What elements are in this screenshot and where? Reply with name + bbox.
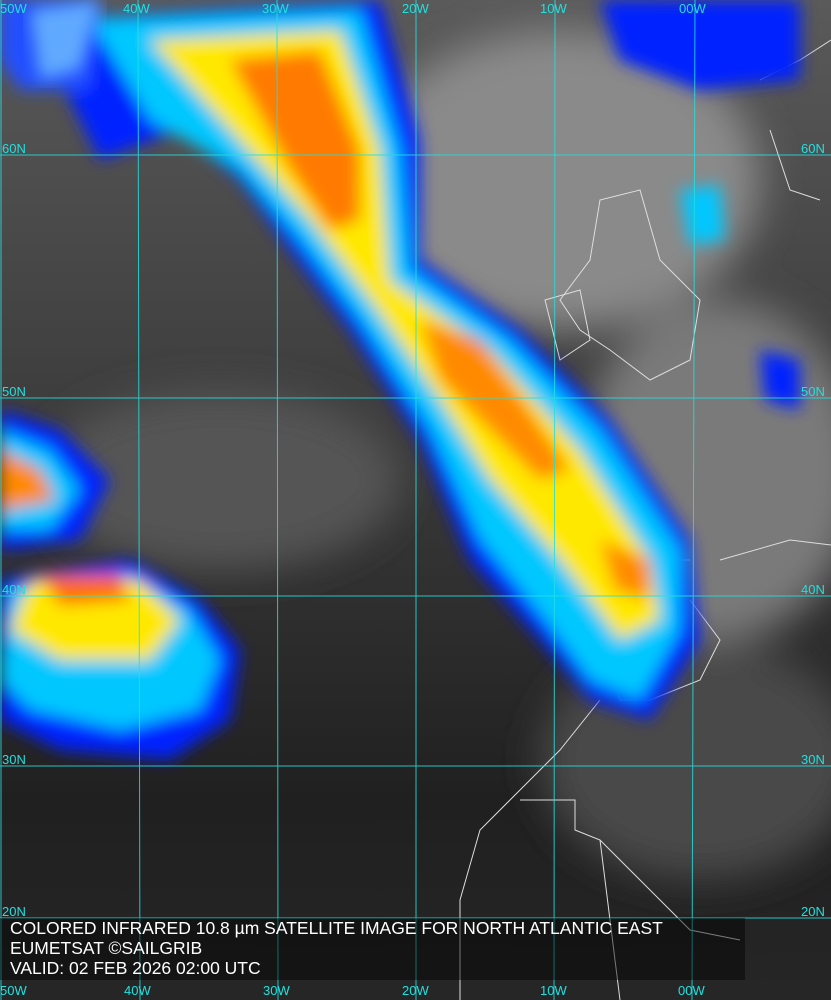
lon-label-50w-bottom: 50W [0, 983, 27, 998]
lat-label-60n-right: 60N [801, 141, 825, 156]
lon-label-50w: 50W [0, 1, 27, 16]
lon-label-30w: 30W [262, 1, 289, 16]
caption-title: COLORED INFRARED 10.8 µm SATELLITE IMAGE… [10, 918, 663, 938]
caption-valid-time: VALID: 02 FEB 2026 02:00 UTC [10, 958, 261, 978]
lon-label-00w: 00W [679, 1, 706, 16]
lat-label-50n-right: 50N [801, 384, 825, 399]
lon-label-00w-bottom: 00W [678, 983, 705, 998]
lat-label-20n: 20N [2, 904, 26, 919]
lon-label-10w-bottom: 10W [540, 983, 567, 998]
lon-label-10w: 10W [540, 1, 567, 16]
caption-box [0, 918, 745, 980]
lat-label-40n-right: 40N [801, 582, 825, 597]
lat-label-40n: 40N [2, 582, 26, 597]
lon-label-20w-bottom: 20W [402, 983, 429, 998]
lat-label-60n: 60N [2, 141, 26, 156]
lat-label-30n-right: 30N [801, 752, 825, 767]
lat-label-20n-right: 20N [801, 904, 825, 919]
lon-label-40w: 40W [123, 1, 150, 16]
lat-label-30n: 30N [2, 752, 26, 767]
lon-label-40w-bottom: 40W [124, 983, 151, 998]
lon-label-20w: 20W [402, 1, 429, 16]
caption-credit: EUMETSAT ©SAILGRIB [10, 938, 203, 958]
lat-label-50n: 50N [2, 384, 26, 399]
lon-label-30w-bottom: 30W [263, 983, 290, 998]
